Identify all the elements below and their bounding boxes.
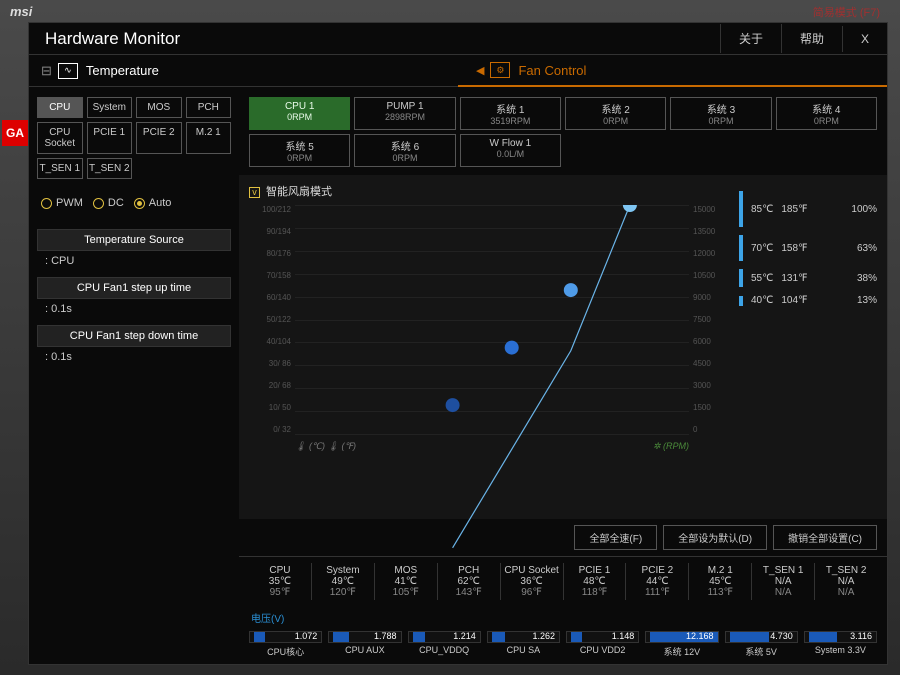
voltage-cell: 1.072CPU核心	[249, 631, 322, 658]
radio-pwm[interactable]: PWM	[41, 197, 83, 209]
setpoint-row[interactable]: 85℃185℉100%	[739, 191, 877, 227]
cancel-button[interactable]: 撤销全部设置(C)	[773, 525, 877, 550]
temp-btn-cpu-socket[interactable]: CPU Socket	[37, 122, 83, 154]
stepdown-value[interactable]: : 0.1s	[37, 347, 231, 367]
temp-readout: T_SEN 1N/AN/A	[752, 563, 815, 600]
tab-fan-control[interactable]: ◀ ⚙ Fan Control	[458, 55, 887, 87]
fan-btn[interactable]: PUMP 12898RPM	[354, 97, 455, 130]
fan-btn[interactable]: 系统 60RPM	[354, 134, 455, 167]
radio-dc[interactable]: DC	[93, 197, 124, 209]
tab-temperature[interactable]: ⊟ ∿ Temperature	[29, 55, 458, 87]
stepdown-label: CPU Fan1 step down time	[37, 325, 231, 347]
fan-btn[interactable]: 系统 30RPM	[670, 97, 771, 130]
temp-readout: M.2 145℃113℉	[689, 563, 752, 600]
titlebar: Hardware Monitor 关于 帮助 X	[29, 23, 887, 55]
temp-source-value[interactable]: : CPU	[37, 251, 231, 271]
setpoint-row[interactable]: 70℃158℉63%	[739, 235, 877, 261]
voltage-cell: 4.730系统 5V	[725, 631, 798, 658]
hardware-monitor-window: Hardware Monitor 关于 帮助 X ⊟ ∿ Temperature…	[28, 22, 888, 665]
temp-btn-t-sen-1[interactable]: T_SEN 1	[37, 158, 83, 179]
ga-badge: GA	[2, 120, 28, 146]
temp-btn-m-2-1[interactable]: M.2 1	[186, 122, 232, 154]
fan-curve-chart[interactable]: 100/21290/19480/17670/15860/14050/12240/…	[295, 205, 689, 435]
voltage-cell: 1.214CPU_VDDQ	[408, 631, 481, 658]
temp-btn-pcie-1[interactable]: PCIE 1	[87, 122, 133, 154]
fan-btn[interactable]: CPU 10RPM	[249, 97, 350, 130]
right-panel: CPU 10RPMPUMP 12898RPM系统 13519RPM系统 20RP…	[239, 87, 887, 664]
smart-fan-checkbox[interactable]: v智能风扇模式	[249, 183, 729, 199]
voltage-cell: 1.262CPU SA	[487, 631, 560, 658]
temp-btn-mos[interactable]: MOS	[136, 97, 182, 118]
stepup-value[interactable]: : 0.1s	[37, 299, 231, 319]
temp-btn-t-sen-2[interactable]: T_SEN 2	[87, 158, 133, 179]
chevron-left-icon: ◀	[476, 64, 484, 77]
temp-btn-system[interactable]: System	[87, 97, 133, 118]
voltage-cell: 3.116System 3.3V	[804, 631, 877, 658]
mode-radios: PWM DC Auto	[37, 183, 231, 223]
fan-btn[interactable]: 系统 20RPM	[565, 97, 666, 130]
temp-source-label: Temperature Source	[37, 229, 231, 251]
temp-btn-pch[interactable]: PCH	[186, 97, 232, 118]
voltage-cell: 1.148CPU VDD2	[566, 631, 639, 658]
radio-auto[interactable]: Auto	[134, 197, 172, 209]
brand-logo: msi	[10, 4, 32, 19]
voltage-cell: 12.168系统 12V	[645, 631, 718, 658]
top-mode-label: 简易模式 (F7)	[813, 4, 880, 20]
close-button[interactable]: X	[842, 26, 887, 52]
fan-btn[interactable]: 系统 40RPM	[776, 97, 877, 130]
temp-btn-pcie-2[interactable]: PCIE 2	[136, 122, 182, 154]
fan-btn[interactable]: W Flow 10.0L/M	[460, 134, 561, 167]
tabs: ⊟ ∿ Temperature ◀ ⚙ Fan Control	[29, 55, 887, 87]
temp-readout: T_SEN 2N/AN/A	[815, 563, 877, 600]
temperature-icon: ∿	[58, 63, 78, 79]
voltage-cell: 1.788CPU AUX	[328, 631, 401, 658]
about-button[interactable]: 关于	[720, 24, 781, 53]
help-button[interactable]: 帮助	[781, 24, 842, 53]
temp-btn-cpu[interactable]: CPU	[37, 97, 83, 118]
setpoint-row[interactable]: 40℃104℉13%	[739, 295, 877, 306]
voltage-label: 电压(V)	[239, 606, 887, 629]
setpoint-row[interactable]: 55℃131℉38%	[739, 269, 877, 287]
fan-btn[interactable]: 系统 13519RPM	[460, 97, 561, 130]
fan-icon: ⚙	[490, 62, 510, 78]
fan-btn[interactable]: 系统 50RPM	[249, 134, 350, 167]
window-title: Hardware Monitor	[45, 29, 720, 49]
left-panel: CPUSystemMOSPCH CPU SocketPCIE 1PCIE 2M.2…	[29, 87, 239, 664]
stepup-label: CPU Fan1 step up time	[37, 277, 231, 299]
